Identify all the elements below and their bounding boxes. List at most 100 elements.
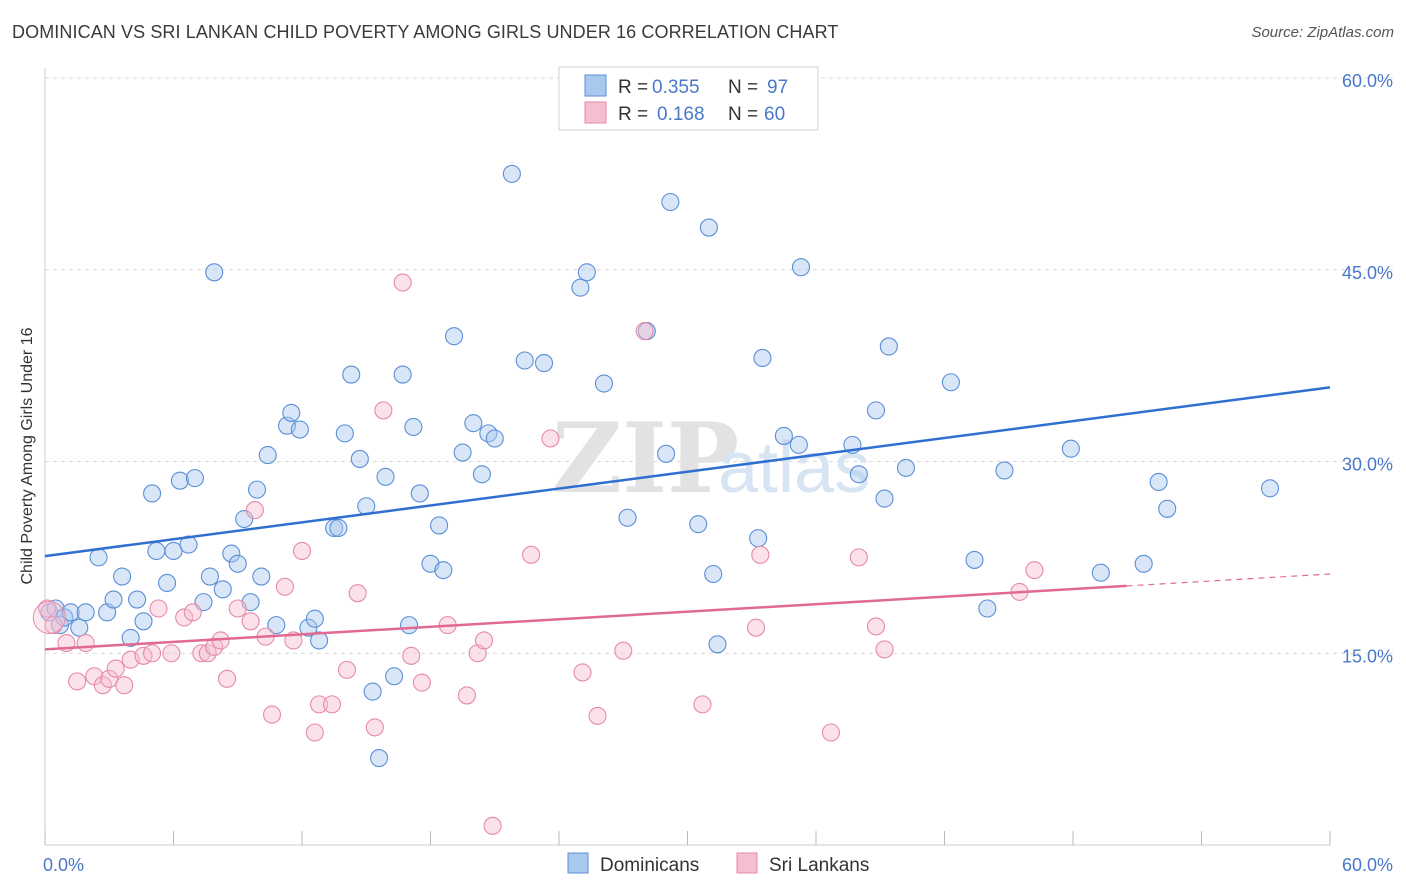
series-legend: Dominicans Sri Lankans	[567, 852, 869, 876]
dominicans-point	[1149, 472, 1168, 492]
dominicans-point	[185, 469, 204, 488]
dominicans-swatch	[584, 74, 607, 97]
dominicans-point	[1158, 499, 1177, 518]
dominicans-point	[385, 667, 404, 686]
dominicans-point	[1061, 439, 1080, 458]
srilankans-point-cluster	[32, 600, 66, 634]
srilankans-point	[198, 644, 217, 663]
dominicans-point	[774, 426, 793, 445]
dominicans-point	[657, 444, 676, 463]
y-axis-title: Child Poverty Among Girls Under 16	[19, 327, 36, 584]
dominicans-point	[445, 327, 464, 346]
srilankans-point	[483, 816, 502, 835]
srilankans-point	[348, 584, 367, 603]
srilankans-point	[241, 612, 260, 631]
dominicans-point	[791, 258, 811, 277]
srilankans-point	[541, 429, 560, 448]
dominicans-point	[370, 749, 389, 768]
watermark-zip: ZIP	[552, 402, 739, 515]
dominicans-point	[965, 550, 984, 569]
dominicans-point	[393, 365, 412, 384]
dominicans-point	[896, 458, 916, 477]
dominicans-point	[472, 465, 491, 484]
dominicans-point	[104, 590, 123, 609]
dominicans-point	[879, 337, 898, 356]
srilankans-point	[175, 608, 194, 627]
dominicans-point	[515, 351, 534, 370]
dominicans-point	[305, 609, 324, 628]
srilankans-point	[245, 501, 264, 520]
dominicans-point	[400, 616, 419, 635]
source-credit: Source: ZipAtlas.com	[1251, 24, 1394, 41]
data-points	[32, 164, 1280, 835]
dominicans-point	[1134, 554, 1153, 573]
srilankans-point	[751, 545, 770, 564]
x-tick-label: 0.0%	[43, 855, 84, 875]
srilankans-point	[457, 686, 476, 705]
dominicans-point	[430, 516, 449, 535]
dominicans-point	[143, 484, 162, 503]
dominicans-r-value: 0.355	[652, 77, 700, 98]
dominicans-point	[228, 554, 247, 573]
srilankans-point	[76, 633, 95, 653]
dominicans-point	[708, 635, 727, 654]
srilankans-point	[849, 548, 868, 567]
legend-srilankans-swatch	[736, 852, 758, 874]
srilankans-point	[228, 599, 247, 618]
dominicans-point	[699, 218, 718, 237]
srilankans-point	[68, 672, 87, 691]
srilankans-trend-extension	[1126, 573, 1331, 587]
dominicans-point	[404, 417, 423, 437]
srilankans-n-value: 60	[764, 104, 785, 125]
srilankans-point	[875, 640, 894, 659]
srilankans-point	[393, 273, 412, 292]
srilankans-point	[310, 695, 329, 714]
dominicans-point	[866, 401, 886, 420]
dominicans-point	[749, 529, 768, 548]
dominicans-point	[995, 461, 1014, 480]
dominicans-point	[213, 580, 232, 599]
axes	[44, 68, 1331, 846]
dominicans-point	[410, 484, 429, 503]
dominicans-n-label: N =	[728, 77, 758, 98]
srilankans-point	[693, 695, 712, 714]
dominicans-point	[849, 465, 868, 484]
dominicans-point	[453, 443, 472, 462]
srilankans-trend-line	[44, 584, 1127, 651]
chart-title: DOMINICAN VS SRI LANKAN CHILD POVERTY AM…	[12, 22, 839, 42]
dominicans-point	[571, 278, 590, 297]
dominicans-point	[325, 518, 344, 538]
srilankans-point	[292, 541, 312, 561]
dominicans-point	[158, 573, 177, 592]
srilankans-point	[93, 676, 112, 695]
dominicans-point	[789, 435, 808, 454]
dominicans-point	[128, 590, 147, 609]
dominicans-r-label: R =	[618, 77, 648, 98]
srilankans-point	[337, 660, 357, 679]
srilankans-point	[1025, 561, 1044, 580]
y-tick-label: 30.0%	[1342, 455, 1393, 475]
dominicans-point	[290, 420, 309, 439]
grid	[45, 77, 1395, 654]
legend-dominicans-label: Dominicans	[600, 855, 699, 876]
srilankans-point	[262, 705, 282, 724]
y-tick-label: 60.0%	[1342, 71, 1393, 91]
dominicans-point	[134, 612, 153, 631]
dominicans-point	[252, 567, 271, 586]
dominicans-point	[267, 616, 286, 635]
srilankans-point	[522, 545, 541, 564]
legend-dominicans-swatch	[567, 852, 589, 874]
srilankans-point	[183, 603, 202, 622]
dominicans-point	[753, 348, 772, 368]
dominicans-point	[704, 564, 723, 584]
srilankans-point	[588, 706, 607, 725]
dominicans-point	[222, 544, 241, 563]
srilankans-point	[573, 663, 592, 682]
srilankans-point	[149, 599, 168, 618]
srilankans-point	[162, 644, 181, 663]
dominicans-point	[170, 471, 189, 490]
srilankans-point	[746, 618, 766, 637]
y-tick-label: 15.0%	[1342, 646, 1393, 666]
dominicans-point	[89, 548, 108, 567]
